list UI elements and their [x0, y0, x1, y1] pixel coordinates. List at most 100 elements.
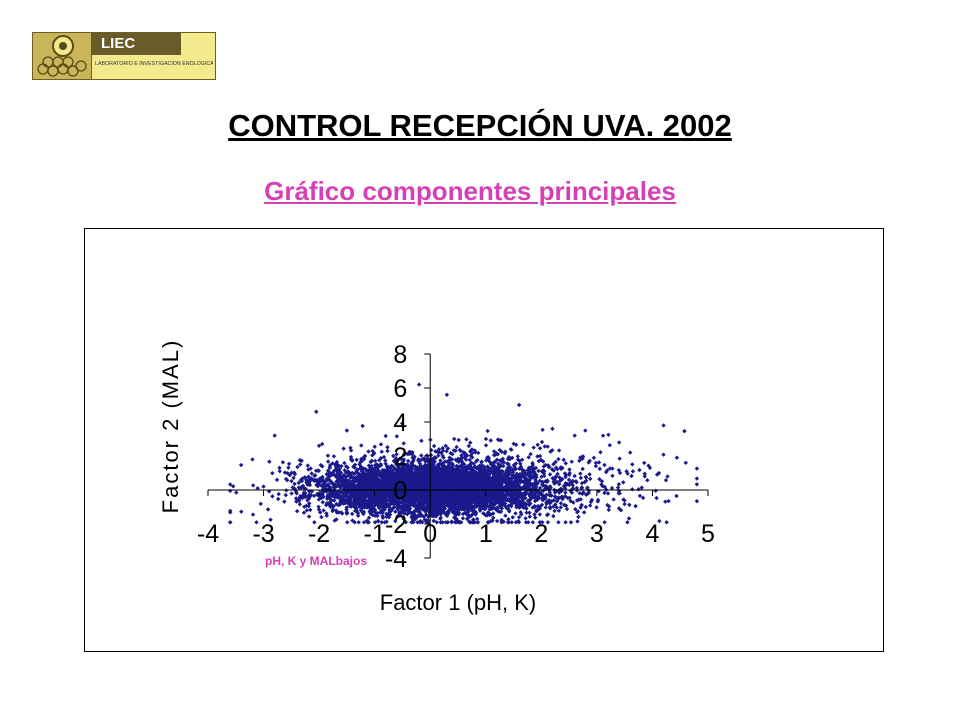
data-point [426, 514, 431, 519]
data-point [542, 473, 547, 479]
data-point [478, 472, 484, 477]
data-point [494, 518, 500, 524]
data-point [580, 466, 585, 472]
data-point [495, 461, 501, 466]
data-point [516, 483, 521, 488]
data-point [302, 504, 307, 509]
data-point [535, 481, 540, 486]
data-point [495, 475, 500, 481]
data-point [479, 468, 485, 473]
data-point [301, 510, 307, 515]
data-point [289, 478, 294, 484]
data-point [551, 513, 556, 519]
data-point [293, 496, 299, 501]
data-point [483, 436, 489, 442]
data-point [518, 499, 523, 505]
data-point [509, 502, 514, 507]
data-point [292, 481, 297, 487]
data-point [291, 475, 296, 481]
data-point [348, 475, 353, 481]
data-point [364, 472, 369, 477]
data-point [450, 462, 455, 467]
data-point [463, 457, 469, 462]
data-point [331, 481, 337, 487]
data-point [305, 463, 310, 468]
data-point [395, 507, 401, 512]
data-point [558, 505, 564, 510]
data-point [501, 519, 506, 524]
data-point [295, 464, 300, 470]
data-point [265, 507, 271, 512]
data-point [572, 473, 577, 479]
data-point [354, 507, 359, 513]
data-point [596, 460, 602, 465]
data-point [435, 465, 440, 470]
data-point [368, 459, 373, 465]
data-point [449, 504, 454, 509]
data-point [528, 451, 533, 457]
data-point [319, 483, 324, 488]
logo-subtitle: LABORATORIO E INVESTIGACIÓN ENOLÓGICA DE… [95, 61, 213, 67]
data-point [280, 460, 286, 465]
chart-title: Gráfico componentes principales [264, 176, 676, 206]
data-point [316, 504, 321, 509]
data-point [298, 462, 303, 467]
chart-frame [84, 228, 884, 652]
data-point [294, 499, 299, 504]
data-point [365, 468, 370, 474]
data-point [331, 454, 337, 459]
data-point [311, 493, 317, 499]
data-point [553, 459, 558, 465]
data-point [391, 504, 397, 510]
data-point [348, 491, 353, 497]
data-point [414, 505, 419, 511]
data-point [306, 514, 312, 519]
data-point [423, 459, 428, 464]
data-point [352, 498, 358, 503]
data-point [477, 506, 483, 511]
data-point [344, 507, 349, 512]
data-point [446, 462, 452, 467]
data-point [398, 509, 403, 515]
logo-name: LIEC [91, 33, 181, 55]
data-point [533, 484, 539, 489]
data-point [298, 478, 303, 483]
data-point [529, 464, 535, 469]
data-point [556, 508, 562, 513]
data-point [547, 472, 553, 477]
data-point [493, 476, 499, 482]
data-point [306, 467, 311, 472]
data-point [513, 511, 518, 516]
data-point [533, 515, 538, 520]
data-point [455, 456, 461, 462]
data-point [524, 510, 529, 515]
data-point [505, 461, 510, 466]
data-point [303, 491, 308, 496]
data-point [479, 459, 484, 464]
data-point [543, 483, 549, 489]
data-point [289, 491, 294, 496]
data-point [352, 465, 357, 470]
data-point [320, 474, 325, 480]
data-point [275, 496, 281, 502]
data-point [453, 457, 458, 463]
data-point [377, 458, 382, 463]
page-title: CONTROL RECEPCIÓN UVA. 2002 [228, 108, 732, 143]
data-point [594, 505, 599, 510]
data-point [332, 498, 337, 503]
data-point [475, 516, 480, 522]
data-point [329, 498, 335, 503]
data-point [342, 460, 347, 466]
data-point [293, 489, 299, 495]
data-point [349, 511, 355, 517]
data-point [351, 504, 357, 509]
data-point [527, 474, 532, 479]
data-point [337, 496, 342, 501]
data-point [467, 457, 472, 463]
data-point [385, 448, 390, 454]
data-point [487, 475, 492, 481]
data-point [300, 495, 305, 501]
data-point [460, 460, 465, 465]
data-point [522, 501, 528, 506]
